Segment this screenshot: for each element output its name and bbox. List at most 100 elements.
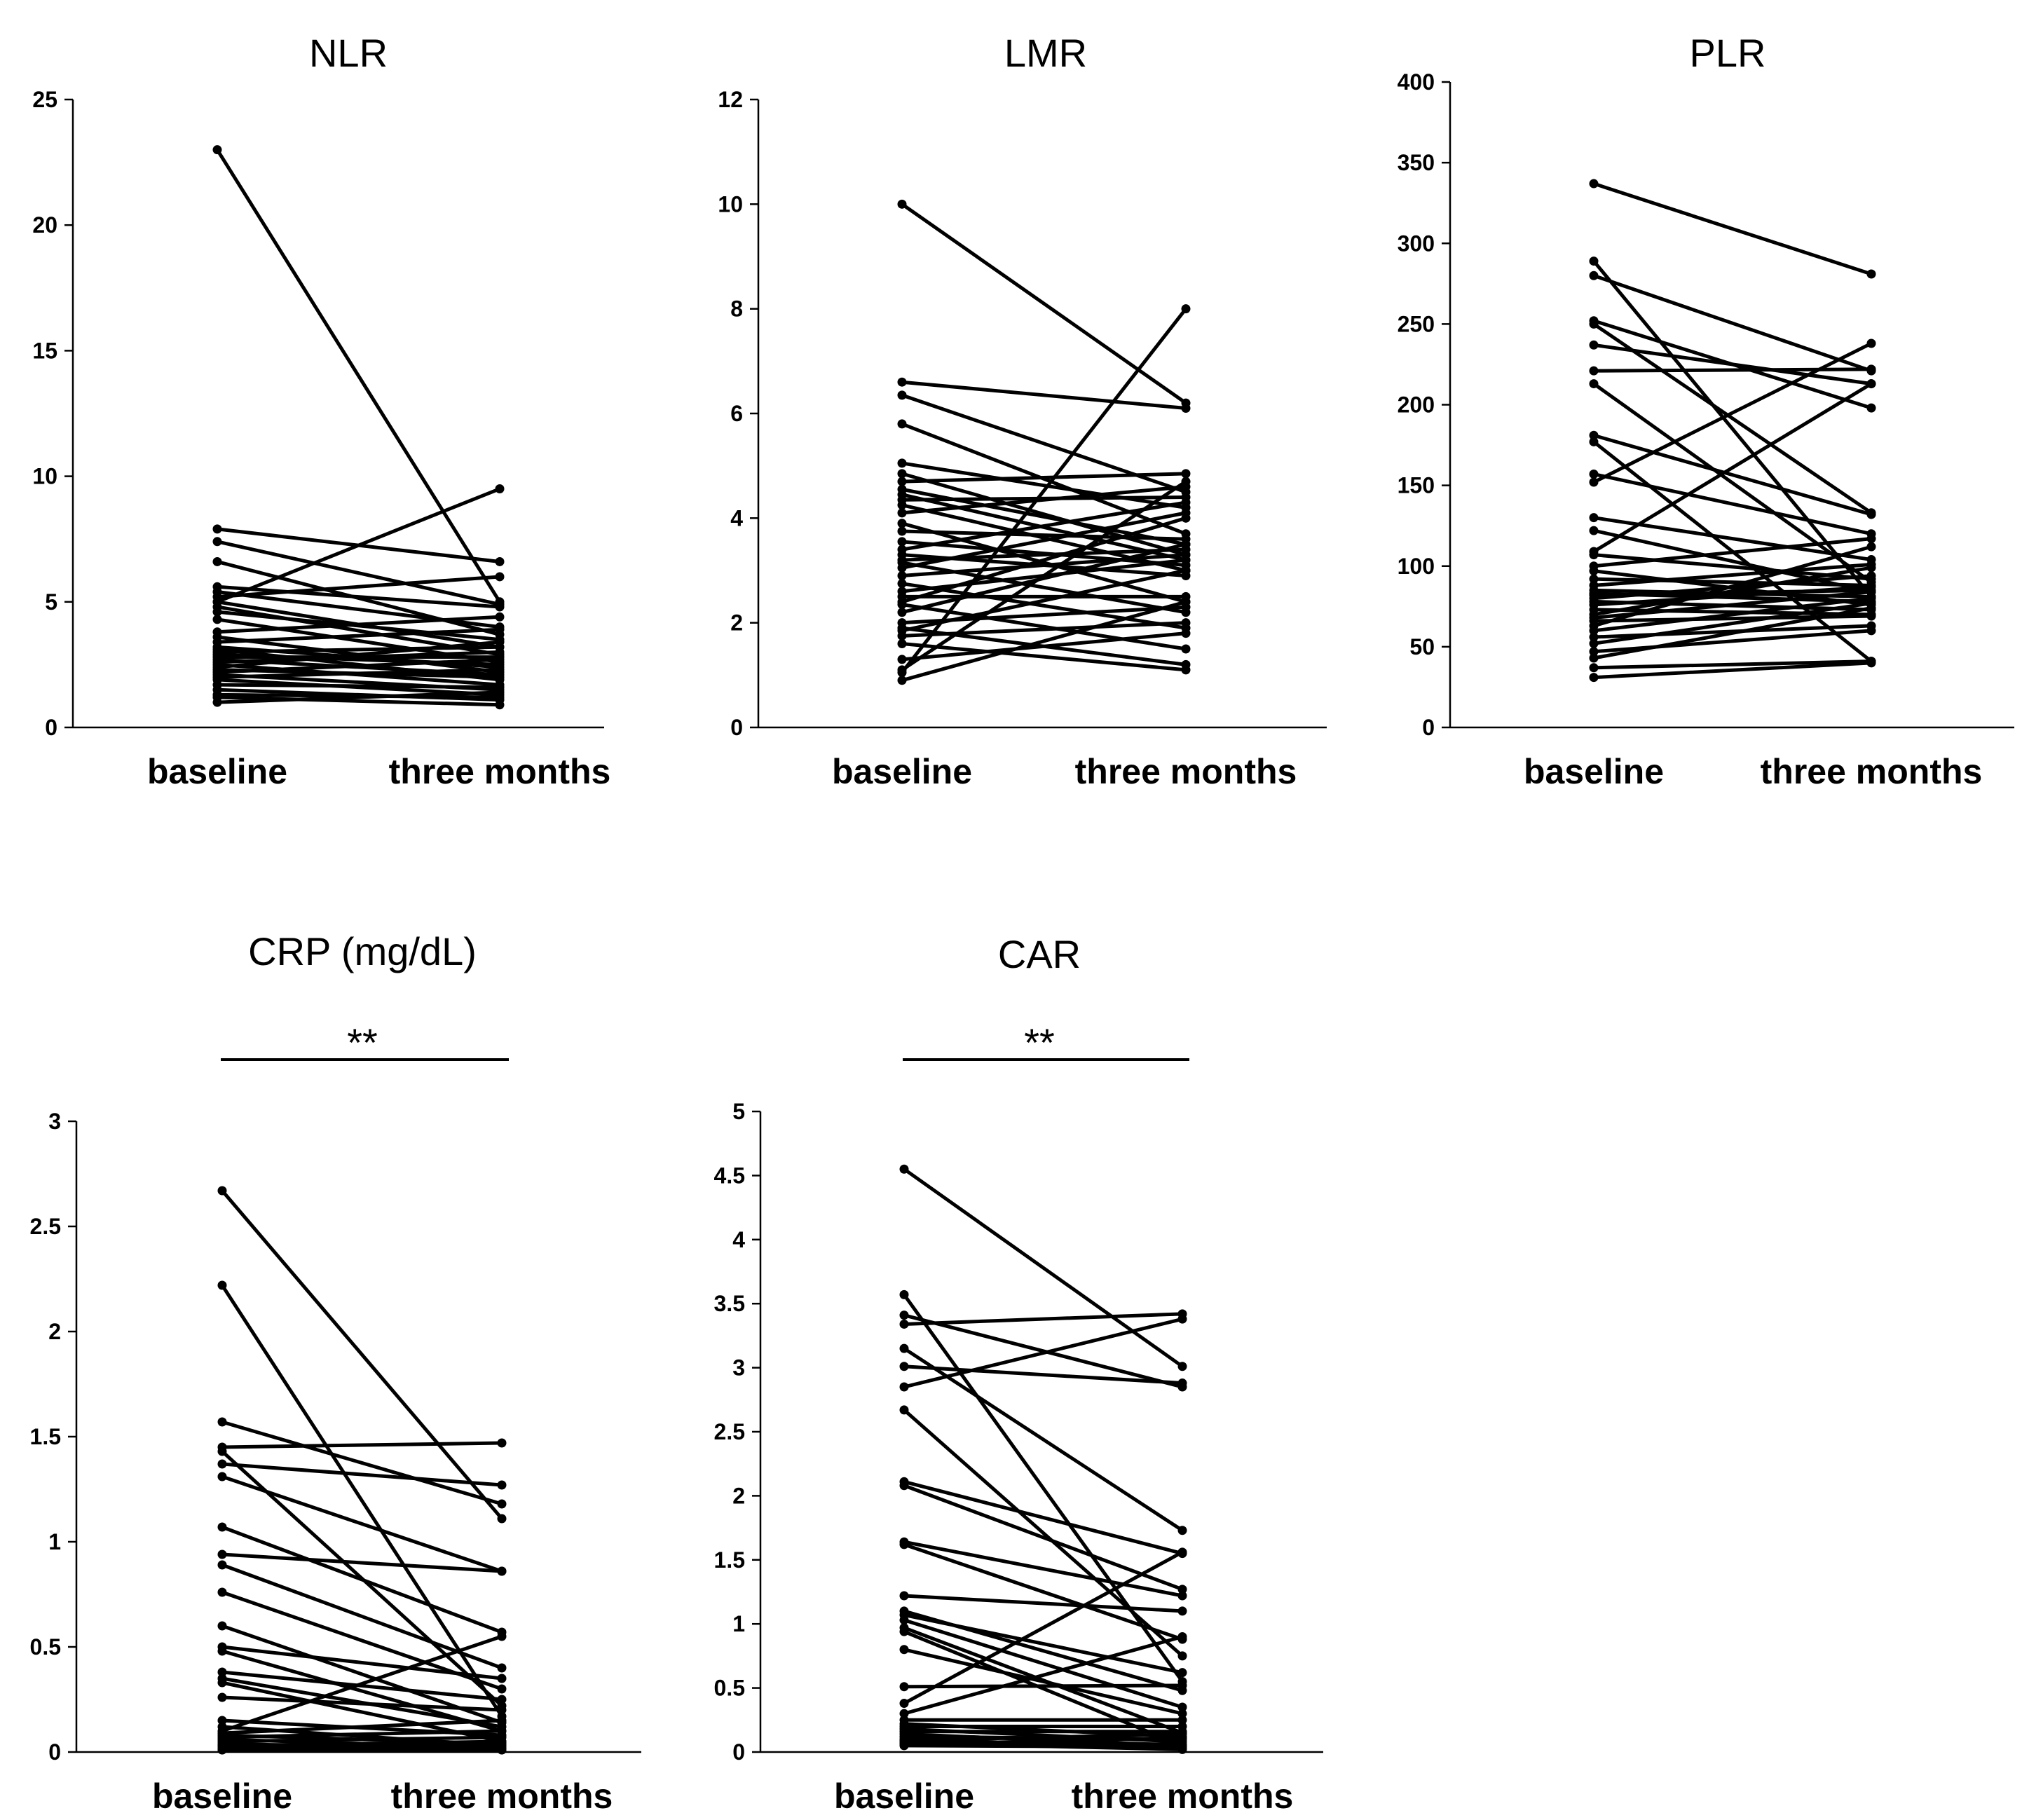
subject-line <box>1593 367 1872 373</box>
three-months-point <box>1177 1668 1187 1678</box>
y-tick-label: 2 <box>730 610 743 636</box>
baseline-point <box>212 607 222 617</box>
y-tick-label: 3.5 <box>714 1291 745 1316</box>
baseline-point <box>217 1716 227 1725</box>
baseline-point <box>899 1164 909 1174</box>
subject-line <box>1592 322 1873 514</box>
subject-line <box>1593 659 1872 670</box>
baseline-point <box>899 1540 909 1549</box>
baseline-point <box>899 1627 909 1636</box>
baseline-point <box>897 419 907 429</box>
category-label: baseline <box>152 1777 292 1816</box>
three-months-point <box>1177 1631 1187 1641</box>
y-tick-label: 350 <box>1398 150 1435 175</box>
baseline-point <box>217 1621 227 1631</box>
subject-line <box>903 1347 1184 1532</box>
subject-line <box>217 690 500 704</box>
subject-line <box>1592 259 1873 598</box>
subject-line <box>901 308 1187 674</box>
subject-line <box>903 1594 1183 1613</box>
subject-line <box>217 695 500 707</box>
subject-line <box>901 582 1187 630</box>
panel-lmr: LMR 0 2 4 6 8 10 12 baseline three months <box>718 31 1327 791</box>
subject-line <box>221 1742 503 1750</box>
three-months-point <box>1866 364 1876 374</box>
three-months-point <box>1866 338 1876 348</box>
baseline-point <box>899 1362 909 1371</box>
category-label: three months <box>1075 752 1297 791</box>
three-months-point <box>495 624 505 634</box>
baseline-point <box>217 1186 227 1196</box>
subject-line <box>217 668 500 679</box>
three-months-point <box>1177 1742 1187 1752</box>
subject-line <box>903 1317 1183 1389</box>
baseline-point <box>899 1591 909 1601</box>
baseline-point <box>899 1709 909 1718</box>
y-tick-label: 3 <box>48 1109 61 1134</box>
subject-line <box>903 1313 1183 1389</box>
baseline-point <box>1589 430 1599 440</box>
subject-line <box>1593 566 1872 617</box>
baseline-point <box>897 390 907 400</box>
subject-line <box>901 521 1187 604</box>
baseline-point <box>897 477 907 486</box>
y-tick-label: 0 <box>1422 715 1435 740</box>
baseline-point <box>217 1280 227 1290</box>
y-tick-label: 20 <box>32 212 57 238</box>
y-tick-label: 1.5 <box>714 1547 745 1573</box>
subject-line <box>1592 382 1873 554</box>
subject-line <box>217 650 500 664</box>
subject-line <box>1593 545 1872 628</box>
y-tick-label: 0 <box>732 1739 745 1765</box>
y-tick-label: 1 <box>48 1529 61 1554</box>
y-tick-label: 10 <box>32 464 57 489</box>
baseline-point <box>899 1481 909 1491</box>
baseline-point <box>897 600 907 610</box>
subject-line <box>221 1729 503 1739</box>
baseline-point <box>897 500 907 510</box>
baseline-point <box>1589 550 1599 560</box>
y-tick-label: 5 <box>45 589 57 615</box>
baseline-point <box>217 1646 227 1656</box>
baseline-point <box>217 1678 227 1688</box>
y-tick-label: 250 <box>1398 311 1435 336</box>
baseline-point <box>897 639 907 649</box>
y-tick-label: 6 <box>730 401 743 426</box>
panel-title: NLR <box>309 31 388 75</box>
baseline-point <box>899 1682 909 1692</box>
three-months-point <box>1866 509 1876 519</box>
category-label: baseline <box>834 1777 974 1816</box>
panel-crp: CRP (mg/dL) ** 0 0.5 1 1.5 2 2.5 3 baseline thre… <box>30 929 641 1816</box>
baseline-point <box>212 615 222 624</box>
baseline-point <box>897 508 907 518</box>
three-months-point <box>495 637 505 647</box>
baseline-point <box>212 524 222 534</box>
three-months-point <box>1177 1651 1187 1661</box>
subject-line <box>901 642 1187 672</box>
category-label: three months <box>1072 1777 1294 1816</box>
three-months-point <box>497 1695 507 1704</box>
baseline-point <box>1589 663 1599 673</box>
baseline-point <box>1589 574 1599 584</box>
three-months-point <box>1181 540 1191 549</box>
baseline-point <box>899 1741 909 1751</box>
subject-line <box>1593 273 1872 373</box>
three-months-point <box>497 1716 507 1725</box>
three-months-point <box>495 602 505 612</box>
category-label: three months <box>391 1777 613 1816</box>
three-months-point <box>495 556 505 566</box>
y-tick-label: 12 <box>718 87 743 112</box>
three-months-point <box>495 484 505 494</box>
subject-line <box>903 1168 1184 1368</box>
subject-line <box>1593 596 1872 633</box>
y-tick-label: 4 <box>730 505 743 531</box>
subject-line <box>217 640 500 669</box>
baseline-point <box>897 655 907 664</box>
baseline-point <box>1589 653 1599 663</box>
panel-plr: PLR 0 50 100 150 200 250 300 350 400 baseline thre… <box>1398 31 2014 791</box>
subject-line <box>1593 601 1872 645</box>
three-months-point <box>1181 644 1191 654</box>
y-tick-label: 400 <box>1398 69 1435 95</box>
baseline-point <box>899 1699 909 1709</box>
subject-line <box>221 1189 503 1520</box>
